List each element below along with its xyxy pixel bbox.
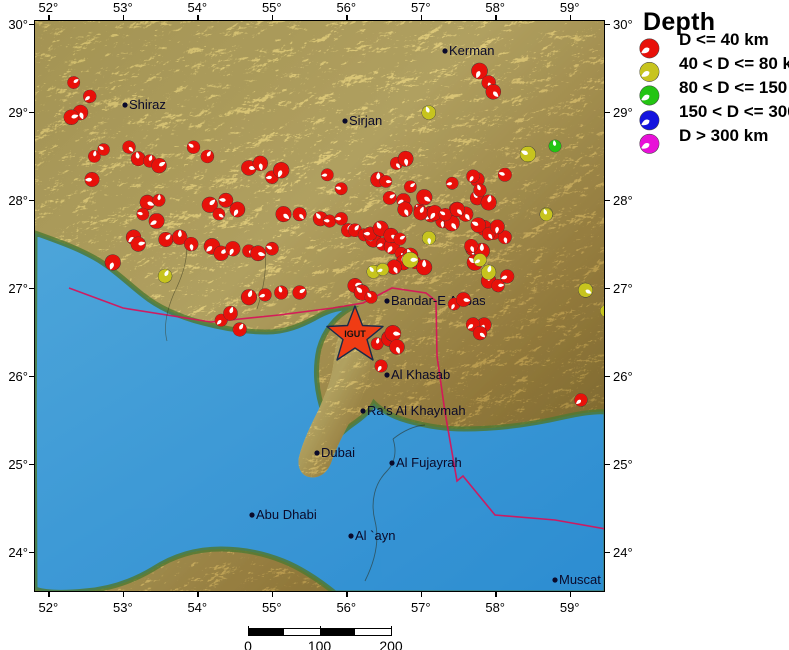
svg-text:IGUT: IGUT bbox=[344, 329, 366, 339]
svg-text:Bandar-E Abbas: Bandar-E Abbas bbox=[391, 293, 486, 308]
svg-text:Sirjan: Sirjan bbox=[349, 113, 382, 128]
svg-text:Al Fujayrah: Al Fujayrah bbox=[396, 455, 462, 470]
svg-text:Al Khasab: Al Khasab bbox=[391, 367, 450, 382]
svg-text:Muscat: Muscat bbox=[559, 572, 601, 587]
svg-text:Al `ayn: Al `ayn bbox=[355, 528, 395, 543]
svg-text:Ra's Al Khaymah: Ra's Al Khaymah bbox=[367, 403, 466, 418]
svg-text:Shiraz: Shiraz bbox=[129, 97, 166, 112]
svg-text:Dubai: Dubai bbox=[321, 445, 355, 460]
svg-text:Abu Dhabi: Abu Dhabi bbox=[256, 507, 317, 522]
svg-text:Kerman: Kerman bbox=[449, 43, 495, 58]
